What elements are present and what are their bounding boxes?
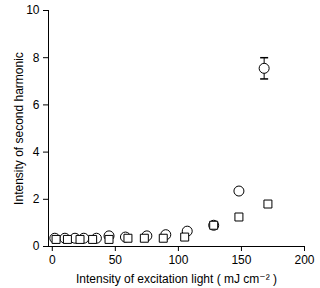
svg-text:8: 8 [33,51,40,65]
svg-text:10: 10 [26,3,40,17]
svg-text:0: 0 [49,253,56,267]
svg-text:200: 200 [294,253,314,267]
svg-text:Intensity of second harmonic: Intensity of second harmonic [12,52,26,205]
svg-text:100: 100 [168,253,188,267]
svg-text:4: 4 [33,145,40,159]
svg-text:6: 6 [33,98,40,112]
svg-text:50: 50 [109,253,123,267]
svg-text:2: 2 [33,192,40,206]
svg-text:150: 150 [231,253,251,267]
svg-text:0: 0 [33,239,40,253]
svg-text:Intensity of excitation light: Intensity of excitation light ( mJ cm⁻² … [76,272,277,286]
